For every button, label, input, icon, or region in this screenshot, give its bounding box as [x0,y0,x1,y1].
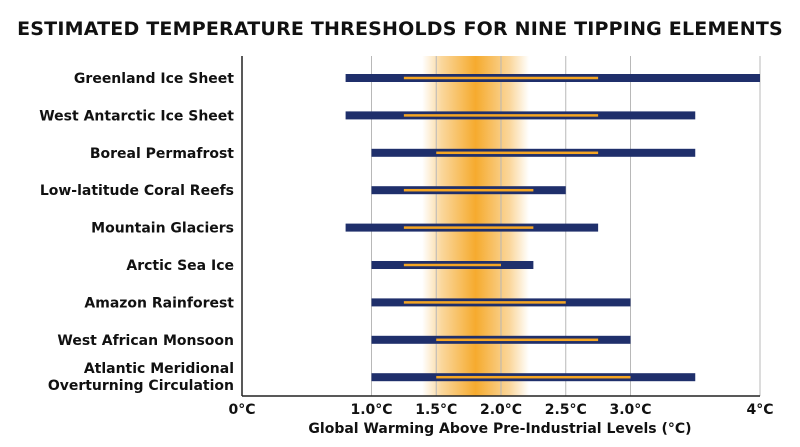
category-label: Boreal Permafrost [90,146,234,162]
central-range-line [436,338,599,342]
category-label: West African Monsoon [57,333,234,349]
x-tick-label: 1.0°C [350,402,392,418]
central-range-line [403,188,534,192]
category-label: Amazon Rainforest [84,295,234,311]
category-label: Greenland Ice Sheet [74,71,234,87]
central-range-line [403,301,566,304]
x-tick-label: 2.5°C [545,402,587,418]
central-range-line [403,76,599,80]
category-label-line: Overturning Circulation [48,378,234,394]
central-range-line [436,151,599,155]
category-label: Arctic Sea Ice [126,258,234,274]
central-range-line [436,375,631,379]
x-axis-label: Global Warming Above Pre-Industrial Leve… [308,421,692,437]
chart-title: ESTIMATED TEMPERATURE THRESHOLDS FOR NIN… [17,18,783,40]
category-label: Low-latitude Coral Reefs [40,183,234,199]
category-label-line: Atlantic Meridional [84,361,234,377]
x-tick-label: 4°C [746,402,773,418]
x-tick-label: 3.0°C [609,402,651,418]
central-range-line [403,263,501,267]
central-range-line [403,226,534,229]
x-tick-label: 0°C [228,402,255,418]
x-tick-label: 2.0°C [480,402,522,418]
category-label: Atlantic Meridional Overturning Circulati… [48,361,234,394]
category-label: Mountain Glaciers [91,221,234,237]
category-label: West Antarctic Ice Sheet [39,108,234,124]
x-tick-label: 1.5°C [415,402,457,418]
central-range-line [403,114,599,117]
